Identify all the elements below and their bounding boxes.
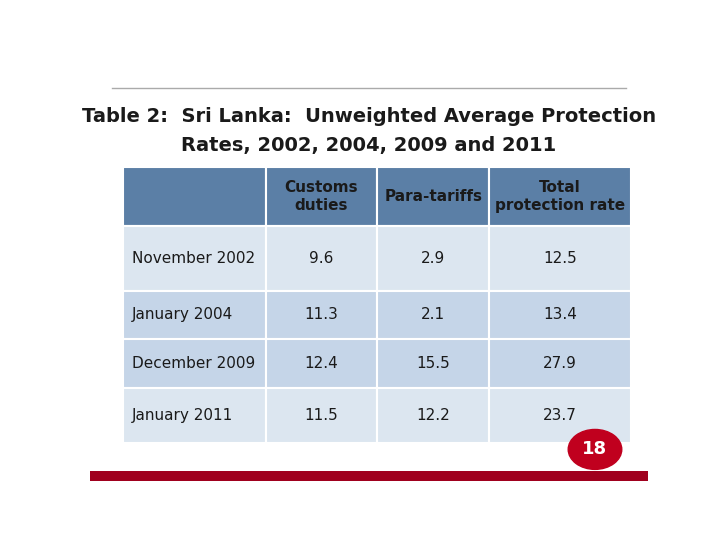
- Text: Total
protection rate: Total protection rate: [495, 180, 625, 213]
- Circle shape: [568, 429, 622, 469]
- Bar: [266, 291, 377, 339]
- Bar: [90, 471, 648, 481]
- Bar: [266, 388, 377, 443]
- Bar: [266, 226, 377, 291]
- Bar: [377, 226, 489, 291]
- Text: Para-tariffs: Para-tariffs: [384, 189, 482, 204]
- Text: 11.5: 11.5: [305, 408, 338, 423]
- Bar: [489, 339, 631, 388]
- Text: Table 2:  Sri Lanka:  Unweighted Average Protection: Table 2: Sri Lanka: Unweighted Average P…: [82, 107, 656, 126]
- Text: January 2011: January 2011: [132, 408, 233, 423]
- Bar: [489, 388, 631, 443]
- Bar: [489, 291, 631, 339]
- Bar: [124, 226, 266, 291]
- Text: 2.1: 2.1: [421, 307, 445, 322]
- Bar: [266, 339, 377, 388]
- Text: 18: 18: [582, 441, 608, 458]
- Text: 15.5: 15.5: [416, 356, 450, 371]
- Bar: [124, 339, 266, 388]
- Bar: [124, 167, 266, 226]
- Text: 27.9: 27.9: [543, 356, 577, 371]
- Bar: [377, 291, 489, 339]
- Text: Rates, 2002, 2004, 2009 and 2011: Rates, 2002, 2004, 2009 and 2011: [181, 137, 557, 156]
- Text: 12.2: 12.2: [416, 408, 450, 423]
- Text: December 2009: December 2009: [132, 356, 255, 371]
- Bar: [124, 291, 266, 339]
- Text: January 2004: January 2004: [132, 307, 233, 322]
- Text: 11.3: 11.3: [305, 307, 338, 322]
- Text: November 2002: November 2002: [132, 251, 255, 266]
- Bar: [377, 167, 489, 226]
- Text: Customs
duties: Customs duties: [284, 180, 359, 213]
- Bar: [489, 167, 631, 226]
- Bar: [377, 339, 489, 388]
- Text: 12.5: 12.5: [544, 251, 577, 266]
- Bar: [377, 388, 489, 443]
- Text: 23.7: 23.7: [543, 408, 577, 423]
- Bar: [489, 226, 631, 291]
- Bar: [266, 167, 377, 226]
- Text: 13.4: 13.4: [543, 307, 577, 322]
- Bar: [124, 388, 266, 443]
- Text: 12.4: 12.4: [305, 356, 338, 371]
- Text: 9.6: 9.6: [310, 251, 333, 266]
- Text: 2.9: 2.9: [421, 251, 446, 266]
